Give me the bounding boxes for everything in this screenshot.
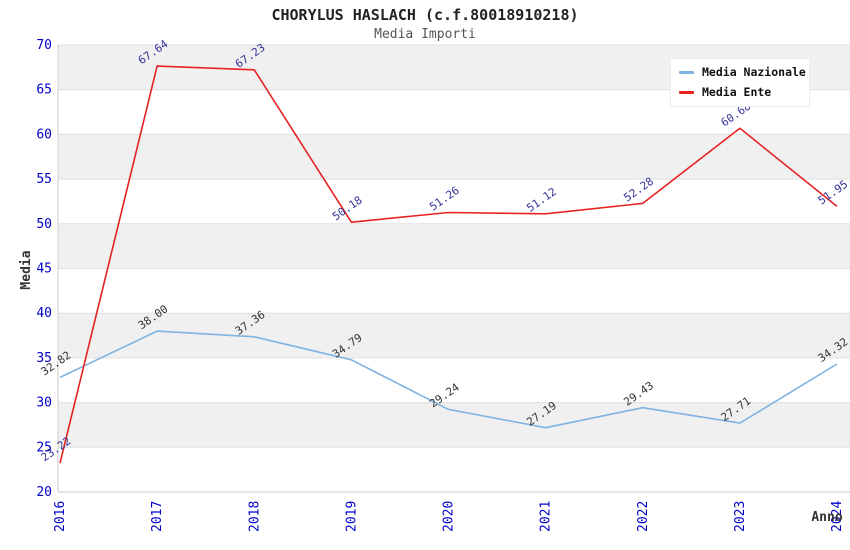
y-tick-label: 70 <box>36 38 52 53</box>
grid-band <box>58 313 850 358</box>
chart-subtitle: Media Importi <box>374 27 476 42</box>
x-tick-label: 2018 <box>247 501 262 532</box>
x-tick-label: 2016 <box>53 501 68 532</box>
x-tick-label: 2019 <box>344 501 359 532</box>
y-tick-label: 25 <box>36 440 52 455</box>
media-ente-line-swatch <box>679 90 694 94</box>
y-tick-label: 35 <box>36 351 52 366</box>
legend-item-media-ente: Media Ente <box>679 85 801 99</box>
grid-band <box>58 134 850 180</box>
media-nazionale-line-swatch <box>679 70 694 74</box>
y-tick-label: 50 <box>36 217 52 232</box>
y-tick-label: 45 <box>36 262 52 277</box>
series-line <box>59 65 838 464</box>
legend: Media Nazionale Media Ente <box>670 58 810 107</box>
x-tick-label: 2017 <box>150 501 165 532</box>
x-tick-label: 2021 <box>539 501 554 532</box>
y-tick-label: 65 <box>36 83 52 98</box>
y-tick-label: 40 <box>36 306 52 321</box>
series-line <box>59 330 838 429</box>
y-tick-label: 60 <box>36 127 52 142</box>
x-tick-label: 2024 <box>830 501 845 532</box>
legend-label-media-nazionale: Media Nazionale <box>702 65 806 79</box>
chart-title: CHORYLUS HASLACH (c.f.80018910218) <box>271 6 579 24</box>
x-tick-label: 2023 <box>733 501 748 532</box>
point-label: 51.26 <box>427 184 462 214</box>
point-label: 51.12 <box>524 185 559 215</box>
grid-band <box>58 223 850 269</box>
x-axis-title: Anno <box>811 510 842 525</box>
point-label: 23.22 <box>39 435 74 465</box>
y-tick-label: 20 <box>36 485 52 500</box>
y-tick-label: 55 <box>36 172 52 187</box>
legend-item-media-nazionale: Media Nazionale <box>679 65 806 79</box>
x-tick-label: 2022 <box>636 501 651 532</box>
legend-label-media-ente: Media Ente <box>702 85 772 99</box>
y-tick-label: 30 <box>36 396 52 411</box>
x-tick-label: 2020 <box>442 501 457 532</box>
y-axis-title: Media <box>19 250 34 289</box>
